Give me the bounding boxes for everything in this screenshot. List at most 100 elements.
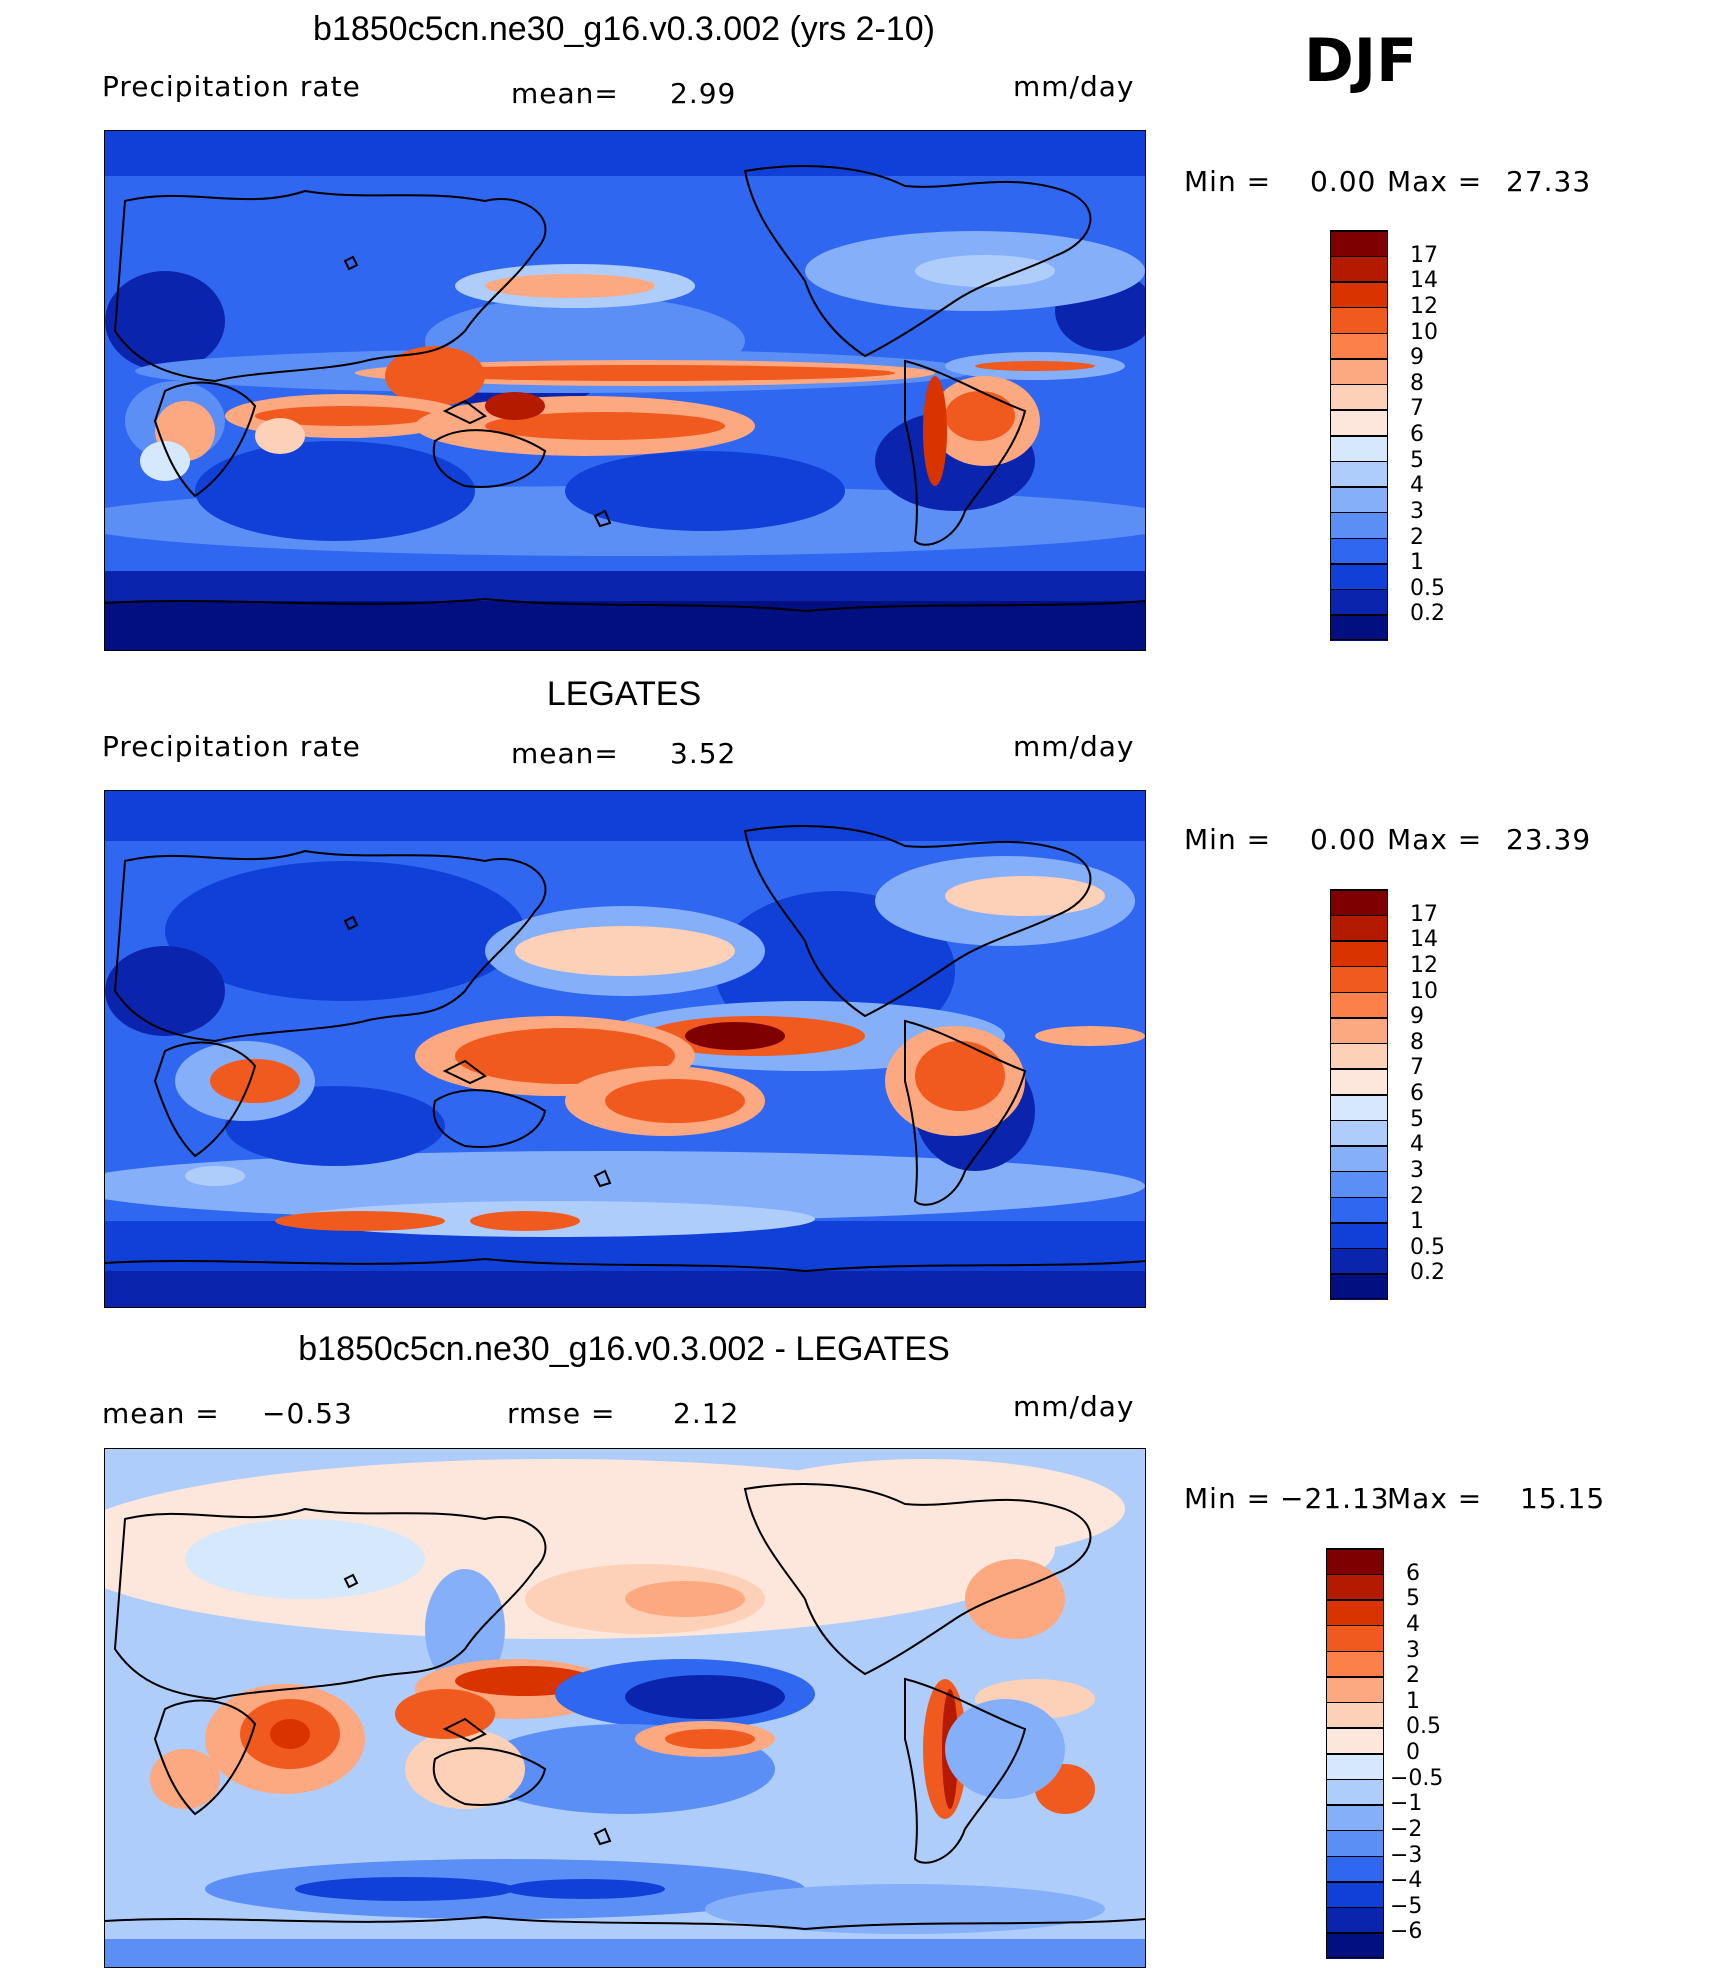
colorbar-separator xyxy=(1330,1273,1388,1275)
colorbar-tick-label: −5 xyxy=(1390,1893,1423,1919)
colorbar-tick-label: 10 xyxy=(1410,978,1438,1004)
panel-diff-max-value: 15.15 xyxy=(1520,1482,1606,1515)
colorbar-tick-label: −3 xyxy=(1390,1842,1423,1868)
panel-diff-min-value: −21.13 xyxy=(1280,1482,1390,1515)
panel-diff-min-label: Min = xyxy=(1184,1482,1272,1515)
panel-obs-map xyxy=(104,790,1146,1308)
colorbar-swatch xyxy=(1330,1094,1388,1121)
colorbar-swatch xyxy=(1330,383,1388,410)
colorbar-swatch xyxy=(1326,1701,1384,1728)
colorbar-tick-label: 5 xyxy=(1410,1106,1424,1132)
colorbar-swatch xyxy=(1330,940,1388,967)
colorbar-tick-label: −6 xyxy=(1390,1919,1423,1945)
colorbar-separator xyxy=(1330,1094,1388,1096)
colorbar-swatch xyxy=(1330,889,1388,916)
colorbar-swatch xyxy=(1330,537,1388,564)
colorbar-separator xyxy=(1330,1170,1388,1173)
colorbar-separator xyxy=(1330,255,1388,258)
colorbar-separator xyxy=(1330,965,1388,968)
panel-obs-units: mm/day xyxy=(1013,730,1135,763)
colorbar-swatch xyxy=(1330,1042,1388,1069)
panel-diff-colorbar: 6 5 4 3 2 1 0.5 0 −0.5 −1 −2 −3 −4 −5 −6 xyxy=(1326,1548,1456,1959)
colorbar-swatch xyxy=(1330,460,1388,487)
colorbar-tick-label: 6 xyxy=(1410,422,1424,447)
colorbar-tick-label: 8 xyxy=(1410,1029,1424,1055)
colorbar-swatch xyxy=(1326,1804,1384,1831)
colorbar-separator xyxy=(1330,614,1388,616)
colorbar-swatch xyxy=(1330,914,1388,941)
colorbar-tick-label: −2 xyxy=(1390,1816,1423,1842)
colorbar-separator xyxy=(1326,1804,1384,1806)
colorbar-separator xyxy=(1326,1778,1384,1781)
colorbar-swatch xyxy=(1330,1068,1388,1095)
panel-model-max-value: 27.33 xyxy=(1506,165,1592,198)
panel-model-min-value: 0.00 xyxy=(1310,165,1377,198)
panel-diff-rmse-value: 2.12 xyxy=(673,1397,740,1430)
panel-model-mean-label: mean= xyxy=(511,77,619,110)
panel-diff-units: mm/day xyxy=(1013,1390,1135,1423)
colorbar-separator xyxy=(1330,991,1388,993)
colorbar-swatch xyxy=(1326,1855,1384,1882)
colorbar-separator xyxy=(1330,1247,1388,1250)
colorbar-tick-label: −1 xyxy=(1390,1791,1423,1817)
colorbar-separator xyxy=(1330,306,1388,309)
colorbar-separator xyxy=(1330,435,1388,437)
colorbar-separator xyxy=(1330,332,1388,334)
panel-model-map xyxy=(104,130,1146,651)
colorbar-swatch xyxy=(1326,1829,1384,1856)
colorbar-separator xyxy=(1330,409,1388,411)
colorbar-swatch xyxy=(1330,965,1388,992)
colorbar-tick-label: 0.5 xyxy=(1406,1714,1441,1740)
colorbar-separator xyxy=(1330,230,1388,232)
colorbar-swatch xyxy=(1330,358,1388,385)
colorbar-tick-label: −4 xyxy=(1390,1868,1423,1894)
colorbar-separator xyxy=(1326,1932,1384,1934)
colorbar-tick-label: 14 xyxy=(1410,268,1438,294)
panel-obs-title: LEGATES xyxy=(546,675,702,713)
colorbar-separator xyxy=(1330,638,1388,640)
colorbar-separator xyxy=(1326,1753,1384,1755)
colorbar-swatch xyxy=(1330,1170,1388,1197)
colorbar-swatch xyxy=(1330,486,1388,513)
colorbar-swatch xyxy=(1330,306,1388,333)
colorbar-separator xyxy=(1330,383,1388,386)
colorbar-swatch xyxy=(1330,1222,1388,1249)
colorbar-swatch xyxy=(1326,1906,1384,1933)
colorbar-swatch xyxy=(1330,511,1388,538)
colorbar-tick-label: 0.5 xyxy=(1410,575,1445,601)
panel-diff-mean-label: mean = xyxy=(102,1397,220,1430)
colorbar-tick-label: 2 xyxy=(1410,1183,1424,1209)
colorbar-swatch xyxy=(1326,1548,1384,1575)
panel-obs-max-value: 23.39 xyxy=(1506,823,1592,856)
panel-obs-colorbar: 17 14 12 10 9 8 7 6 5 4 3 2 1 0.5 0.2 xyxy=(1330,889,1450,1300)
colorbar-separator xyxy=(1330,1017,1388,1019)
colorbar-tick-label: 7 xyxy=(1410,1055,1424,1081)
colorbar-tick-label: 4 xyxy=(1410,1132,1424,1158)
colorbar-separator xyxy=(1330,1222,1388,1224)
colorbar-tick-label: 0.2 xyxy=(1410,601,1445,627)
colorbar-separator xyxy=(1330,1196,1388,1198)
panel-model-variable-label: Precipitation rate xyxy=(102,70,361,103)
colorbar-swatch xyxy=(1330,1247,1388,1274)
colorbar-swatch xyxy=(1326,1932,1384,1959)
colorbar-swatch xyxy=(1330,1196,1388,1223)
colorbar-separator xyxy=(1330,588,1388,591)
colorbar-swatch xyxy=(1330,332,1388,359)
colorbar-tick-label: 3 xyxy=(1406,1637,1420,1663)
colorbar-separator xyxy=(1330,1297,1388,1299)
colorbar-tick-label: 1 xyxy=(1410,1209,1424,1235)
colorbar-tick-label: 17 xyxy=(1410,242,1438,268)
colorbar-separator xyxy=(1326,1701,1384,1704)
colorbar-separator xyxy=(1330,281,1388,283)
colorbar-tick-label: 0 xyxy=(1406,1740,1420,1765)
panel-diff-title: b1850c5cn.ne30_g16.v0.3.002 - LEGATES xyxy=(298,1330,950,1368)
colorbar-tick-label: 17 xyxy=(1410,901,1438,927)
colorbar-separator xyxy=(1326,1599,1384,1601)
colorbar-swatch xyxy=(1326,1881,1384,1908)
colorbar-separator xyxy=(1326,1624,1384,1627)
panel-model-min-label: Min = xyxy=(1184,165,1272,198)
colorbar-tick-label: 3 xyxy=(1410,1157,1424,1183)
colorbar-tick-label: 8 xyxy=(1410,370,1424,396)
panel-obs-min-value: 0.00 xyxy=(1310,823,1377,856)
colorbar-swatch xyxy=(1326,1753,1384,1780)
